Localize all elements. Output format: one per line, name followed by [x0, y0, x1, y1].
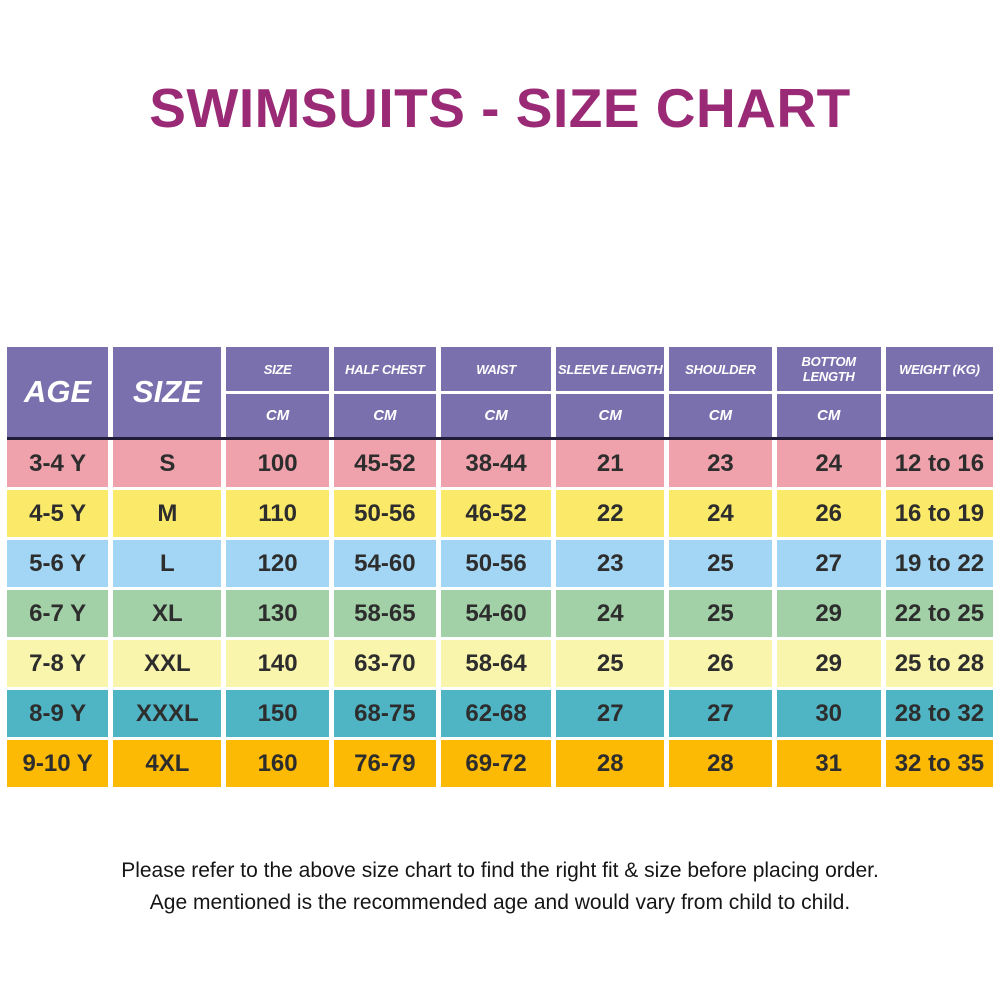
cell-size-cm: 110: [226, 490, 329, 537]
header-divider: [7, 437, 993, 440]
cell-shoulder: 28: [669, 740, 772, 787]
cell-weight: 12 to 16: [885, 440, 993, 487]
header-size-cm: SIZE: [226, 347, 329, 391]
cell-size-cm: 120: [226, 540, 329, 587]
footer-line-1: Please refer to the above size chart to …: [121, 859, 879, 882]
cell-bottom-length: 24: [776, 440, 881, 487]
cell-waist: 46-52: [440, 490, 552, 537]
header-waist: WAIST: [440, 347, 552, 391]
header-bottom-length: BOTTOM LENGTH: [776, 347, 881, 391]
header-bottom-length-unit: CM: [776, 394, 881, 437]
cell-shoulder: 23: [669, 440, 772, 487]
cell-age: 8-9 Y: [7, 690, 109, 737]
header-weight-unit: [885, 394, 993, 437]
cell-half-chest: 58-65: [333, 590, 436, 637]
footer-line-2: Age mentioned is the recommended age and…: [149, 891, 851, 914]
header-sleeve-length-unit: CM: [556, 394, 665, 437]
header-weight: WEIGHT (KG): [885, 347, 993, 391]
cell-age: 6-7 Y: [7, 590, 109, 637]
cell-bottom-length: 31: [776, 740, 881, 787]
cell-bottom-length: 27: [776, 540, 881, 587]
cell-bottom-length: 26: [776, 490, 881, 537]
cell-weight: 22 to 25: [885, 590, 993, 637]
cell-weight: 25 to 28: [885, 640, 993, 687]
cell-size: M: [113, 490, 222, 537]
cell-size-cm: 160: [226, 740, 329, 787]
cell-sleeve-length: 25: [556, 640, 665, 687]
cell-sleeve-length: 22: [556, 490, 665, 537]
header-size-unit: CM: [226, 394, 329, 437]
cell-size: S: [113, 440, 222, 487]
cell-weight: 16 to 19: [885, 490, 993, 537]
cell-weight: 19 to 22: [885, 540, 993, 587]
cell-sleeve-length: 21: [556, 440, 665, 487]
cell-half-chest: 50-56: [333, 490, 436, 537]
cell-shoulder: 27: [669, 690, 772, 737]
footer-note: Please refer to the above size chart to …: [0, 855, 1000, 919]
cell-shoulder: 25: [669, 590, 772, 637]
cell-sleeve-length: 24: [556, 590, 665, 637]
cell-waist: 38-44: [440, 440, 552, 487]
header-half-chest-unit: CM: [333, 394, 436, 437]
cell-size-cm: 100: [226, 440, 329, 487]
cell-shoulder: 25: [669, 540, 772, 587]
cell-sleeve-length: 28: [556, 740, 665, 787]
cell-age: 7-8 Y: [7, 640, 109, 687]
header-shoulder: SHOULDER: [669, 347, 772, 391]
cell-size: XL: [113, 590, 222, 637]
cell-waist: 62-68: [440, 690, 552, 737]
size-chart-table: AGE SIZE SIZE HALF CHEST WAIST SLEEVE LE…: [7, 347, 993, 787]
cell-bottom-length: 30: [776, 690, 881, 737]
cell-size-cm: 150: [226, 690, 329, 737]
cell-age: 9-10 Y: [7, 740, 109, 787]
table-header: AGE SIZE SIZE HALF CHEST WAIST SLEEVE LE…: [7, 347, 993, 437]
cell-age: 5-6 Y: [7, 540, 109, 587]
cell-sleeve-length: 23: [556, 540, 665, 587]
cell-age: 4-5 Y: [7, 490, 109, 537]
cell-size: 4XL: [113, 740, 222, 787]
cell-shoulder: 24: [669, 490, 772, 537]
cell-size: XXXL: [113, 690, 222, 737]
header-age: AGE: [7, 347, 109, 437]
header-sleeve-length: SLEEVE LENGTH: [556, 347, 665, 391]
cell-waist: 50-56: [440, 540, 552, 587]
header-shoulder-unit: CM: [669, 394, 772, 437]
cell-weight: 32 to 35: [885, 740, 993, 787]
cell-waist: 58-64: [440, 640, 552, 687]
header-waist-unit: CM: [440, 394, 552, 437]
cell-bottom-length: 29: [776, 640, 881, 687]
cell-size-cm: 140: [226, 640, 329, 687]
cell-weight: 28 to 32: [885, 690, 993, 737]
cell-age: 3-4 Y: [7, 440, 109, 487]
cell-waist: 54-60: [440, 590, 552, 637]
cell-sleeve-length: 27: [556, 690, 665, 737]
cell-half-chest: 76-79: [333, 740, 436, 787]
cell-half-chest: 63-70: [333, 640, 436, 687]
cell-bottom-length: 29: [776, 590, 881, 637]
cell-size: L: [113, 540, 222, 587]
cell-waist: 69-72: [440, 740, 552, 787]
page-title: SWIMSUITS - SIZE CHART: [149, 77, 851, 139]
header-size: SIZE: [113, 347, 222, 437]
header-half-chest: HALF CHEST: [333, 347, 436, 391]
cell-size: XXL: [113, 640, 222, 687]
cell-shoulder: 26: [669, 640, 772, 687]
cell-size-cm: 130: [226, 590, 329, 637]
table-body: 3-4 Y S 100 45-52 38-44 21 23 24 12 to 1…: [7, 440, 993, 787]
cell-half-chest: 45-52: [333, 440, 436, 487]
cell-half-chest: 54-60: [333, 540, 436, 587]
cell-half-chest: 68-75: [333, 690, 436, 737]
